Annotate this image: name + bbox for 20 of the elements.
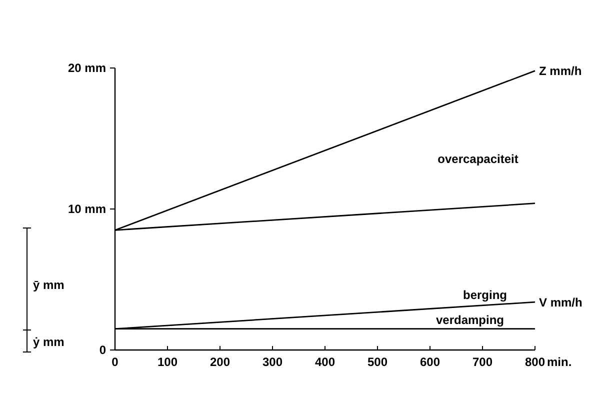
x-tick-label: 0: [112, 355, 119, 369]
y-tick-label: 10 mm: [68, 202, 106, 216]
x-tick-label: 300: [262, 355, 283, 369]
series-label: V mm/h: [539, 295, 582, 310]
x-tick-label: 800: [524, 355, 546, 369]
x-tick-label: 200: [210, 355, 230, 369]
x-tick-label: 100: [157, 355, 178, 369]
x-tick-label: 400: [314, 355, 336, 369]
x-tick-label: 500: [367, 355, 388, 369]
y-tick-label: 0: [99, 343, 106, 358]
annotation: berging: [463, 288, 507, 302]
annotation: overcapaciteit: [438, 152, 518, 166]
series-label: Z mm/h: [539, 64, 582, 78]
y-tick-label: 20 mm: [68, 61, 106, 76]
x-axis-title: min.: [547, 355, 572, 369]
text: ẏ mm: [33, 335, 64, 350]
x-tick-label: 700: [472, 355, 493, 369]
text: ȳ mm: [33, 278, 64, 292]
annotation: verdamping: [436, 313, 504, 328]
x-tick-label: 600: [420, 355, 440, 369]
